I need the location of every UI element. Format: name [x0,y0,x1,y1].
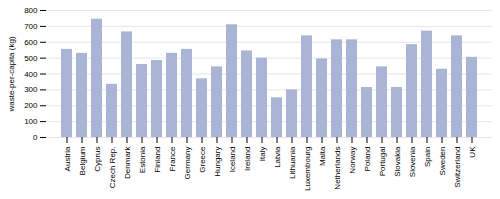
svg-text:Sweden: Sweden [438,147,447,176]
svg-text:Hungary: Hungary [213,147,222,177]
svg-text:Luxembourg: Luxembourg [303,147,312,191]
svg-text:600: 600 [24,38,38,47]
svg-text:Portugal: Portugal [378,146,387,176]
svg-text:waste-per-capita (kg): waste-per-capita (kg) [7,36,16,112]
svg-text:UK: UK [468,146,477,158]
svg-text:Estonia: Estonia [138,146,147,173]
svg-text:Italy: Italy [258,147,267,162]
svg-text:0: 0 [33,133,38,142]
svg-text:Slovenia: Slovenia [408,146,417,177]
svg-text:Switzerland: Switzerland [453,147,462,188]
svg-text:Malta: Malta [318,146,327,166]
svg-text:Austria: Austria [63,146,72,171]
svg-text:Germany: Germany [183,147,192,180]
svg-text:Latvia: Latvia [273,146,282,168]
svg-text:100: 100 [24,117,38,126]
svg-text:Lithuania: Lithuania [288,146,297,179]
svg-text:700: 700 [24,22,38,31]
svg-text:Spain: Spain [423,147,432,167]
svg-text:Norway: Norway [348,147,357,174]
svg-text:Ireland: Ireland [243,147,252,171]
svg-text:Poland: Poland [363,147,372,172]
svg-text:Slovakia: Slovakia [393,146,402,177]
svg-text:Netherlands: Netherlands [333,147,342,190]
svg-text:200: 200 [24,101,38,110]
svg-text:Czech Rep.: Czech Rep. [108,147,117,189]
svg-text:Cyprus: Cyprus [93,147,102,172]
svg-text:Finland: Finland [153,147,162,173]
svg-text:Belgium: Belgium [78,146,87,175]
svg-text:500: 500 [24,54,38,63]
svg-text:France: France [168,146,177,171]
svg-text:400: 400 [24,70,38,79]
svg-text:Greece: Greece [198,146,207,173]
svg-text:800: 800 [24,6,38,15]
svg-text:Iceland: Iceland [228,147,237,173]
svg-text:Denmark: Denmark [123,146,132,179]
svg-text:300: 300 [24,85,38,94]
